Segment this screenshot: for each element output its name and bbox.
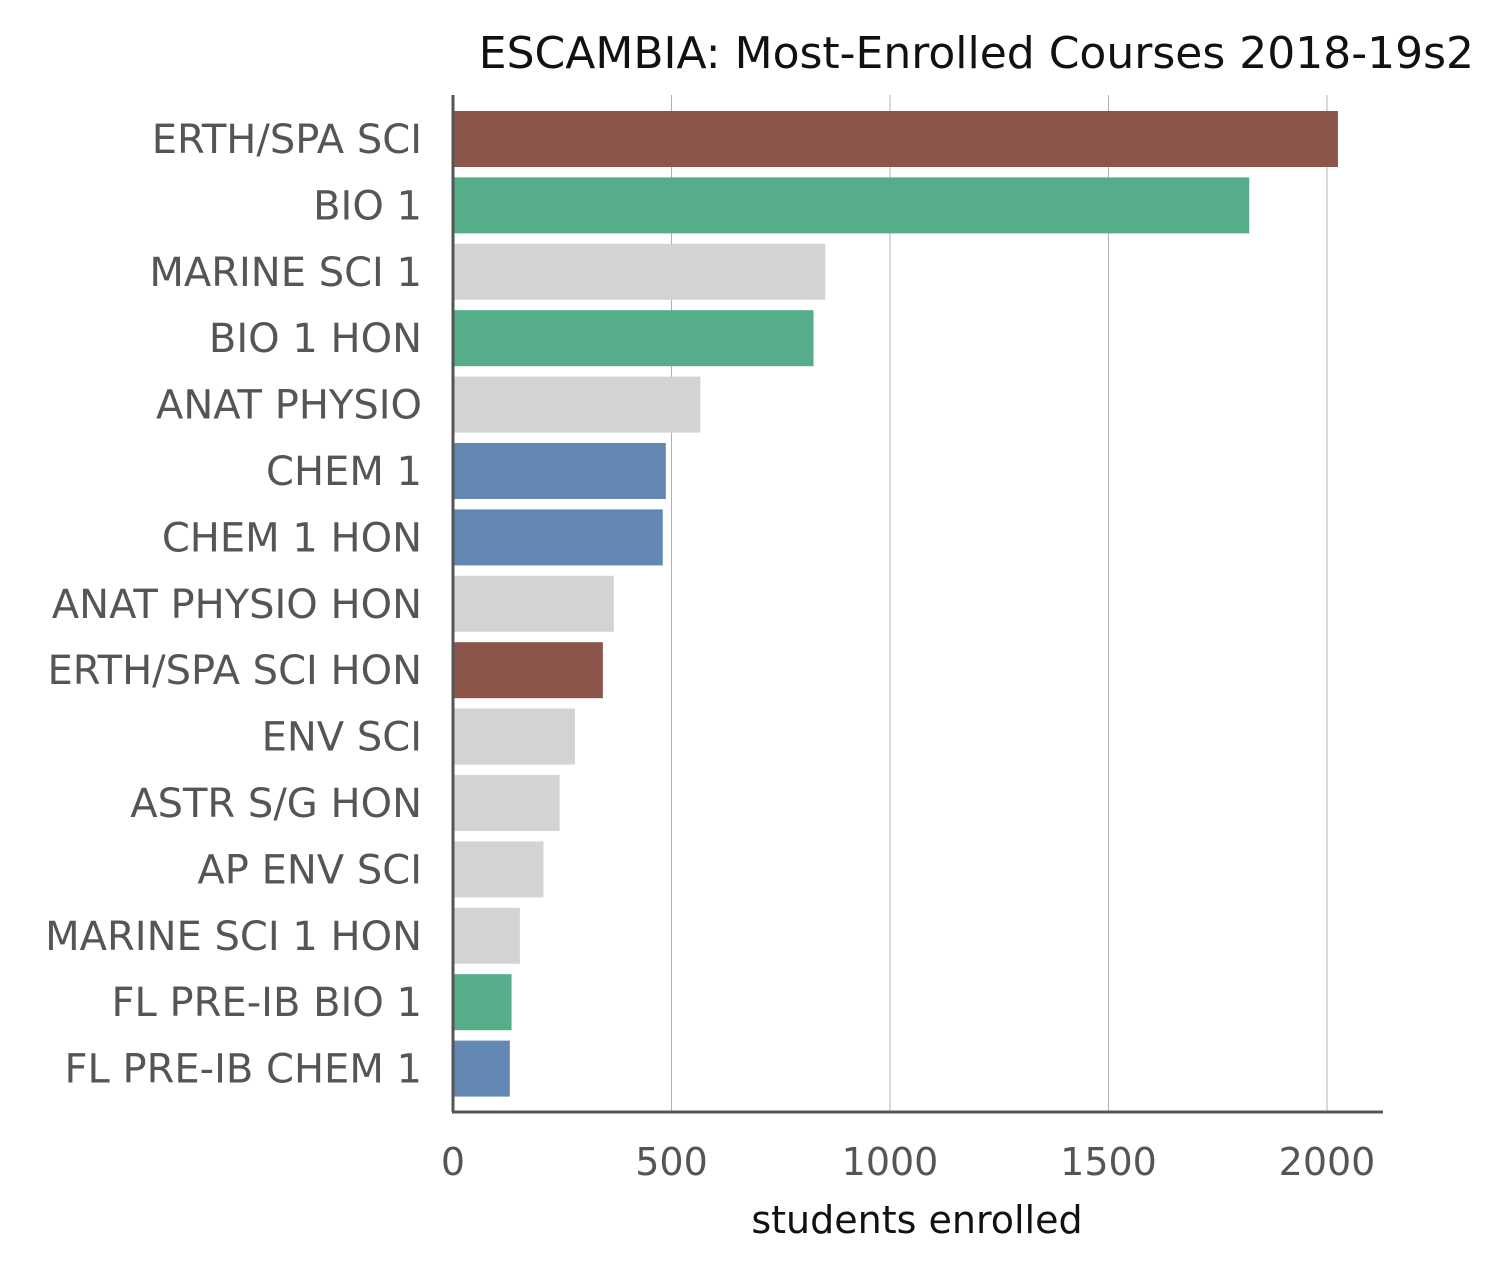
x-tick-labels: 0 500 1000 1500 2000 [441,1140,1375,1184]
bar [453,509,663,566]
bar [453,443,666,499]
x-tick-label: 0 [441,1140,465,1184]
chart-title: ESCAMBIA: Most-Enrolled Courses 2018-19s… [479,28,1474,79]
bar [453,310,814,367]
bar [453,376,701,433]
category-label: AP ENV SCI [197,847,422,893]
category-label: ANAT PHYSIO HON [52,582,422,628]
category-label: FL PRE-IB BIO 1 [112,980,422,1026]
x-tick-label: 500 [635,1140,708,1184]
category-labels: ERTH/SPA SCI BIO 1 MARINE SCI 1 BIO 1 HON AN… [45,117,422,1093]
category-label: ASTR S/G HON [130,781,422,827]
bar [453,775,560,831]
category-label: BIO 1 [313,183,422,229]
category-label: ENV SCI [262,715,422,761]
x-tick-label: 2000 [1279,1140,1376,1184]
bars [453,111,1338,1097]
bar [453,177,1250,234]
bar [453,708,575,765]
category-label: ANAT PHYSIO [156,383,422,429]
bar [453,243,826,300]
bar [453,111,1338,167]
category-label: ERTH/SPA SCI HON [48,648,423,694]
bar [453,1040,510,1097]
category-label: CHEM 1 HON [162,515,422,561]
category-label: MARINE SCI 1 HON [45,914,422,960]
category-label: ERTH/SPA SCI [152,117,422,163]
bar [453,642,603,699]
bar [453,575,614,632]
category-label: MARINE SCI 1 [149,250,422,296]
gridlines [671,95,1328,1112]
category-label: FL PRE-IB CHEM 1 [64,1047,422,1093]
category-label: BIO 1 HON [209,316,422,362]
x-tick-label: 1000 [842,1140,939,1184]
bar [453,841,544,898]
category-label: CHEM 1 [266,449,422,495]
x-tick-label: 1500 [1060,1140,1157,1184]
x-axis-label: students enrolled [751,1198,1082,1242]
bar [453,907,520,964]
bar [453,974,512,1031]
